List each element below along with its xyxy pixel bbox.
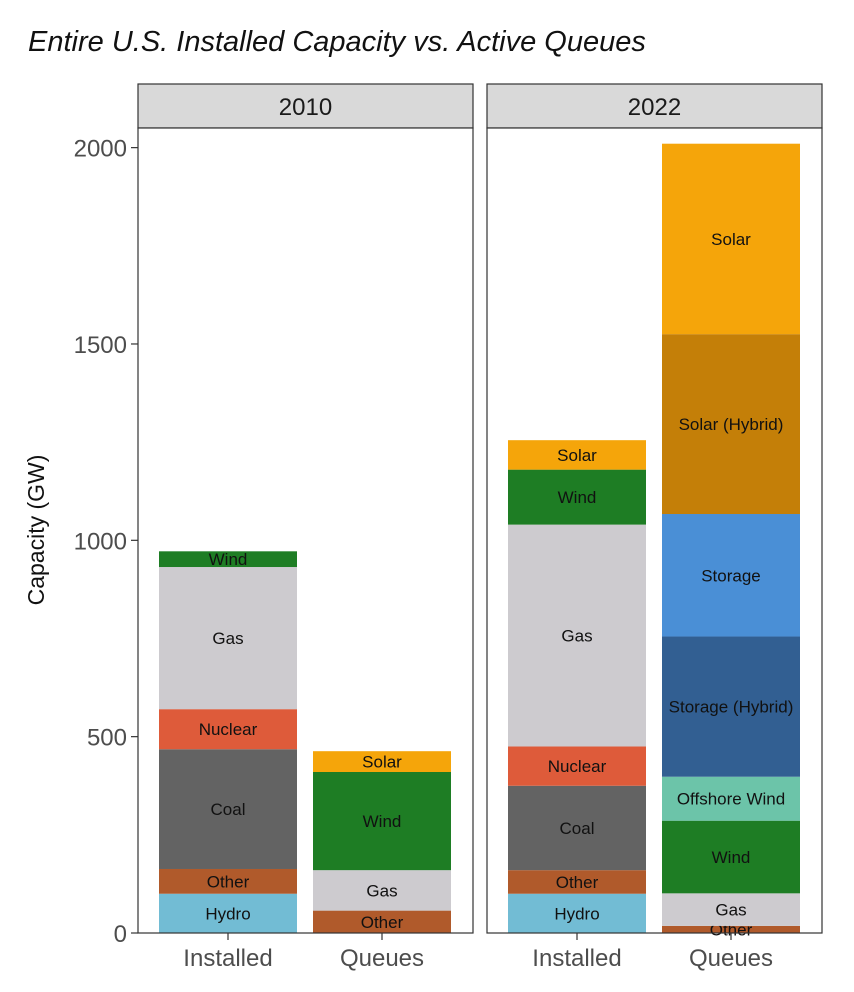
bar-segment-storage-hybrid	[662, 636, 800, 777]
bar-segment-wind	[508, 469, 646, 525]
facet-label-2022: 2022	[628, 94, 681, 121]
bar-segment-other	[159, 868, 297, 894]
y-tick-label: 2000	[74, 136, 127, 163]
segment-label-other: Other	[361, 913, 404, 932]
segment-label-gas: Gas	[212, 629, 243, 648]
bar-segment-gas	[313, 870, 451, 911]
bar-segment-other	[508, 870, 646, 894]
segment-label-wind: Wind	[363, 812, 402, 831]
y-tick-label: 0	[114, 921, 127, 948]
segment-label-wind: Wind	[209, 550, 248, 569]
bar-segment-storage	[662, 514, 800, 637]
bar-segment-offshore-wind	[662, 776, 800, 821]
chart-title: Entire U.S. Installed Capacity vs. Activ…	[28, 26, 646, 58]
bar-segment-gas	[159, 567, 297, 710]
bar-segment-coal	[159, 749, 297, 869]
segment-label-solar: Solar	[362, 753, 402, 772]
bar-segment-coal	[508, 785, 646, 871]
bar-segment-solar	[508, 440, 646, 470]
segment-label-solar: Solar	[557, 446, 597, 465]
y-tick-label: 1000	[74, 528, 127, 555]
bar-segment-other	[662, 925, 800, 933]
segment-label-gas: Gas	[561, 627, 592, 646]
segment-label-solar-hybrid: Solar (Hybrid)	[679, 415, 784, 434]
segment-label-nuclear: Nuclear	[548, 757, 607, 776]
bar-segment-hydro	[159, 893, 297, 933]
y-tick-label: 500	[87, 725, 127, 752]
y-axis-label: Capacity (GW)	[23, 455, 49, 606]
segment-label-hydro: Hydro	[205, 904, 250, 923]
segment-label-offshore-wind: Offshore Wind	[677, 790, 785, 809]
y-tick-label: 1500	[74, 332, 127, 359]
facet-strip	[486, 83, 823, 129]
bar-segment-wind	[313, 772, 451, 871]
facet-strip	[137, 83, 474, 129]
bar-segment-solar-hybrid	[662, 334, 800, 515]
bar-segment-solar	[313, 751, 451, 772]
bar-segment-nuclear	[159, 709, 297, 750]
segment-label-hydro: Hydro	[554, 904, 599, 923]
segment-label-coal: Coal	[211, 800, 246, 819]
segment-label-gas: Gas	[715, 901, 746, 920]
segment-label-wind: Wind	[712, 848, 751, 867]
bar-segment-nuclear	[508, 746, 646, 786]
bar-segment-solar	[662, 143, 800, 335]
segment-label-coal: Coal	[560, 819, 595, 838]
segment-label-nuclear: Nuclear	[199, 720, 258, 739]
segment-label-wind: Wind	[558, 488, 597, 507]
x-tick-label: Queues	[689, 945, 773, 972]
panel-border	[486, 127, 823, 934]
bar-segment-wind	[159, 551, 297, 568]
bar-segment-wind	[662, 820, 800, 894]
segment-label-storage: Storage	[701, 566, 761, 585]
bar-segment-hydro	[508, 893, 646, 933]
segment-label-solar: Solar	[711, 230, 751, 249]
bar-segment-other	[313, 910, 451, 933]
x-tick-label: Queues	[340, 945, 424, 972]
facet-label-2010: 2010	[279, 94, 332, 121]
panel-border	[137, 127, 474, 934]
x-tick-label: Installed	[532, 945, 621, 972]
segment-label-other: Other	[556, 873, 599, 892]
bar-segment-gas	[508, 524, 646, 747]
bar-segment-gas	[662, 893, 800, 926]
segment-label-other: Other	[207, 872, 250, 891]
x-tick-label: Installed	[183, 945, 272, 972]
segment-label-storage-hybrid: Storage (Hybrid)	[669, 698, 794, 717]
segment-label-gas: Gas	[366, 881, 397, 900]
